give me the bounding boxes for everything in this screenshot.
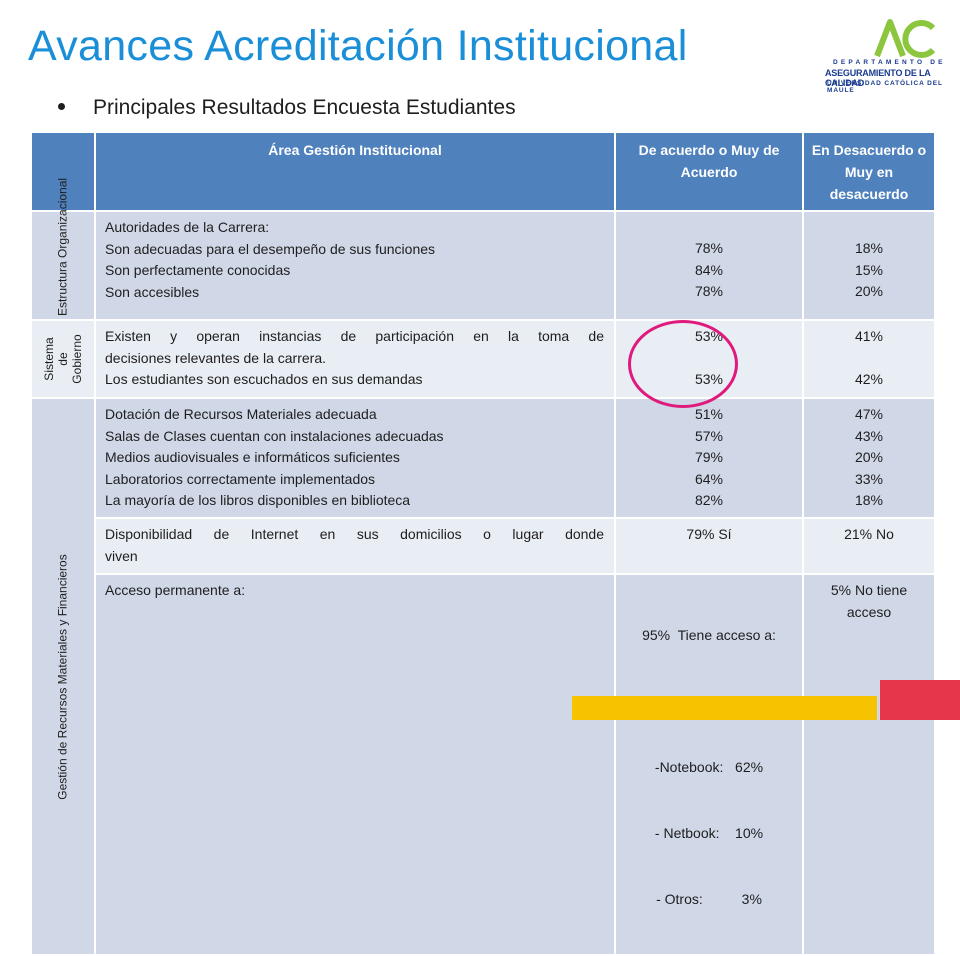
slide-title: Avances Acreditación Institucional — [28, 22, 688, 70]
table-header-row: Área Gestión Institucional De acuerdo o … — [30, 131, 936, 212]
agree-value: 79% Sí — [686, 526, 732, 542]
agree-value: - Netbook: 10% — [654, 825, 764, 841]
disagree-value: 18% — [854, 492, 884, 508]
disagree-value: 15% — [854, 261, 884, 278]
description-cell: Acceso permanente a: — [94, 573, 616, 956]
disagree-cell: 21% No — [802, 517, 936, 575]
bullet-subtitle: Principales Resultados Encuesta Estudian… — [58, 96, 516, 120]
agree-value: -Notebook: 62% — [654, 759, 764, 775]
desc-line: Acceso permanente a: — [105, 582, 246, 598]
disagree-cell: 41% 42% — [802, 319, 936, 399]
desc-line: Son adecuadas para el desempeño de sus f… — [105, 240, 436, 257]
header-cell-agree: De acuerdo o Muy de Acuerdo — [614, 131, 804, 212]
subtitle-text: Principales Resultados Encuesta Estudian… — [93, 96, 516, 119]
description-cell: Dotación de Recursos Materiales adecuada… — [94, 397, 616, 519]
desc-line: Laboratorios correctamente implementados — [105, 470, 376, 487]
desc-line: Autoridades de la Carrera: — [105, 219, 270, 235]
desc-line: Disponibilidad de Internet en sus domici… — [105, 526, 604, 542]
agree-value: 95% Tiene acceso a: — [642, 627, 776, 643]
description-cell: Autoridades de la Carrera: Son adecuadas… — [94, 210, 616, 321]
logo-mark-icon — [874, 19, 936, 58]
desc-line: Los estudiantes son escuchados en sus de… — [105, 371, 423, 387]
disagree-value: 42% — [854, 371, 884, 387]
group-label-cell: Gestión de Recursos Materiales y Financi… — [30, 397, 96, 956]
disagree-value: acceso — [846, 603, 892, 620]
agree-value: 51% — [694, 406, 724, 422]
disagree-value: 43% — [854, 427, 884, 444]
group-label-cell: Sistema de Gobierno — [30, 319, 96, 399]
table-row: Acceso permanente a: 95% Tiene acceso a:… — [31, 573, 936, 956]
group-label: Gestión de Recursos Materiales y Financi… — [55, 553, 70, 800]
desc-line: Son accesibles — [105, 283, 200, 300]
desc-line: Medios audiovisuales e informáticos sufi… — [105, 449, 400, 465]
disagree-value: 20% — [854, 449, 884, 465]
agree-value: 79% — [694, 449, 724, 465]
description-cell: Existen y operan instancias de participa… — [94, 319, 616, 399]
table-row: Estructura Organizacional Autoridades de… — [30, 177, 936, 321]
survey-results-table: Área Gestión Institucional De acuerdo o … — [30, 131, 936, 956]
footer-red-block — [880, 680, 960, 720]
department-logo: DEPARTAMENTO DE ASEGURAMIENTO DE LA CALI… — [825, 18, 955, 98]
agree-cell: 78% 84% 78% — [614, 210, 804, 321]
disagree-value: 21% No — [844, 526, 894, 542]
desc-line: La mayoría de los libros disponibles en … — [105, 492, 411, 508]
agree-cell: 79% Sí — [614, 517, 804, 575]
description-cell: Disponibilidad de Internet en sus domici… — [94, 517, 616, 575]
disagree-value: 33% — [854, 470, 884, 487]
disagree-value: 41% — [854, 328, 884, 344]
group-label-cell: Estructura Organizacional — [30, 177, 96, 321]
table-row: Gestión de Recursos Materiales y Financi… — [30, 397, 936, 956]
disagree-value: 20% — [854, 283, 884, 299]
desc-line: decisiones relevantes de la carrera. — [105, 349, 327, 366]
footer-gold-bar — [572, 696, 877, 720]
desc-line: Son perfectamente conocidas — [105, 262, 291, 278]
agree-value: 57% — [694, 427, 724, 444]
disagree-value: 47% — [854, 406, 884, 422]
agree-value: 78% — [694, 240, 724, 256]
desc-line: Existen y operan instancias de participa… — [105, 328, 604, 344]
header-cell-empty — [30, 131, 96, 212]
logo-line-2: ASEGURAMIENTO DE LA CALIDAD — [825, 68, 931, 88]
agree-cell: 51% 57% 79% 64% 82% — [614, 397, 804, 519]
group-label: Estructura Organizacional — [55, 177, 70, 316]
header-cell-area: Área Gestión Institucional — [94, 131, 616, 212]
logo-line-1: DEPARTAMENTO DE — [833, 59, 946, 66]
desc-line: Dotación de Recursos Materiales adecuada — [105, 406, 377, 422]
disagree-cell: 5% No tiene acceso — [802, 573, 936, 956]
disagree-value: 5% No tiene — [830, 582, 908, 598]
header-cell-disagree: En Desacuerdo o Muy en desacuerdo — [802, 131, 936, 212]
table-row: Disponibilidad de Internet en sus domici… — [31, 517, 936, 575]
agree-value: 84% — [694, 261, 724, 278]
disagree-cell: 18% 15% 20% — [802, 210, 936, 321]
disagree-value: 18% — [854, 240, 884, 256]
agree-value: 82% — [694, 492, 724, 508]
table-row: Sistema de Gobierno Existen y operan ins… — [30, 319, 936, 399]
agree-value: 78% — [694, 283, 724, 299]
desc-line: Salas de Clases cuentan con instalacione… — [105, 427, 444, 444]
agree-value: - Otros: 3% — [656, 891, 762, 907]
bullet-dot — [58, 102, 65, 110]
logo-line-3: UNIVERSIDAD CATÓLICA DEL MAULE — [827, 80, 943, 94]
agree-cell: 95% Tiene acceso a: - Desktop: 20% -Note… — [614, 573, 804, 956]
highlight-circle — [628, 320, 738, 408]
group-label: Sistema de Gobierno — [42, 334, 84, 384]
agree-value: 64% — [694, 470, 724, 487]
disagree-cell: 47% 43% 20% 33% 18% — [802, 397, 936, 519]
desc-line: viven — [105, 547, 138, 564]
